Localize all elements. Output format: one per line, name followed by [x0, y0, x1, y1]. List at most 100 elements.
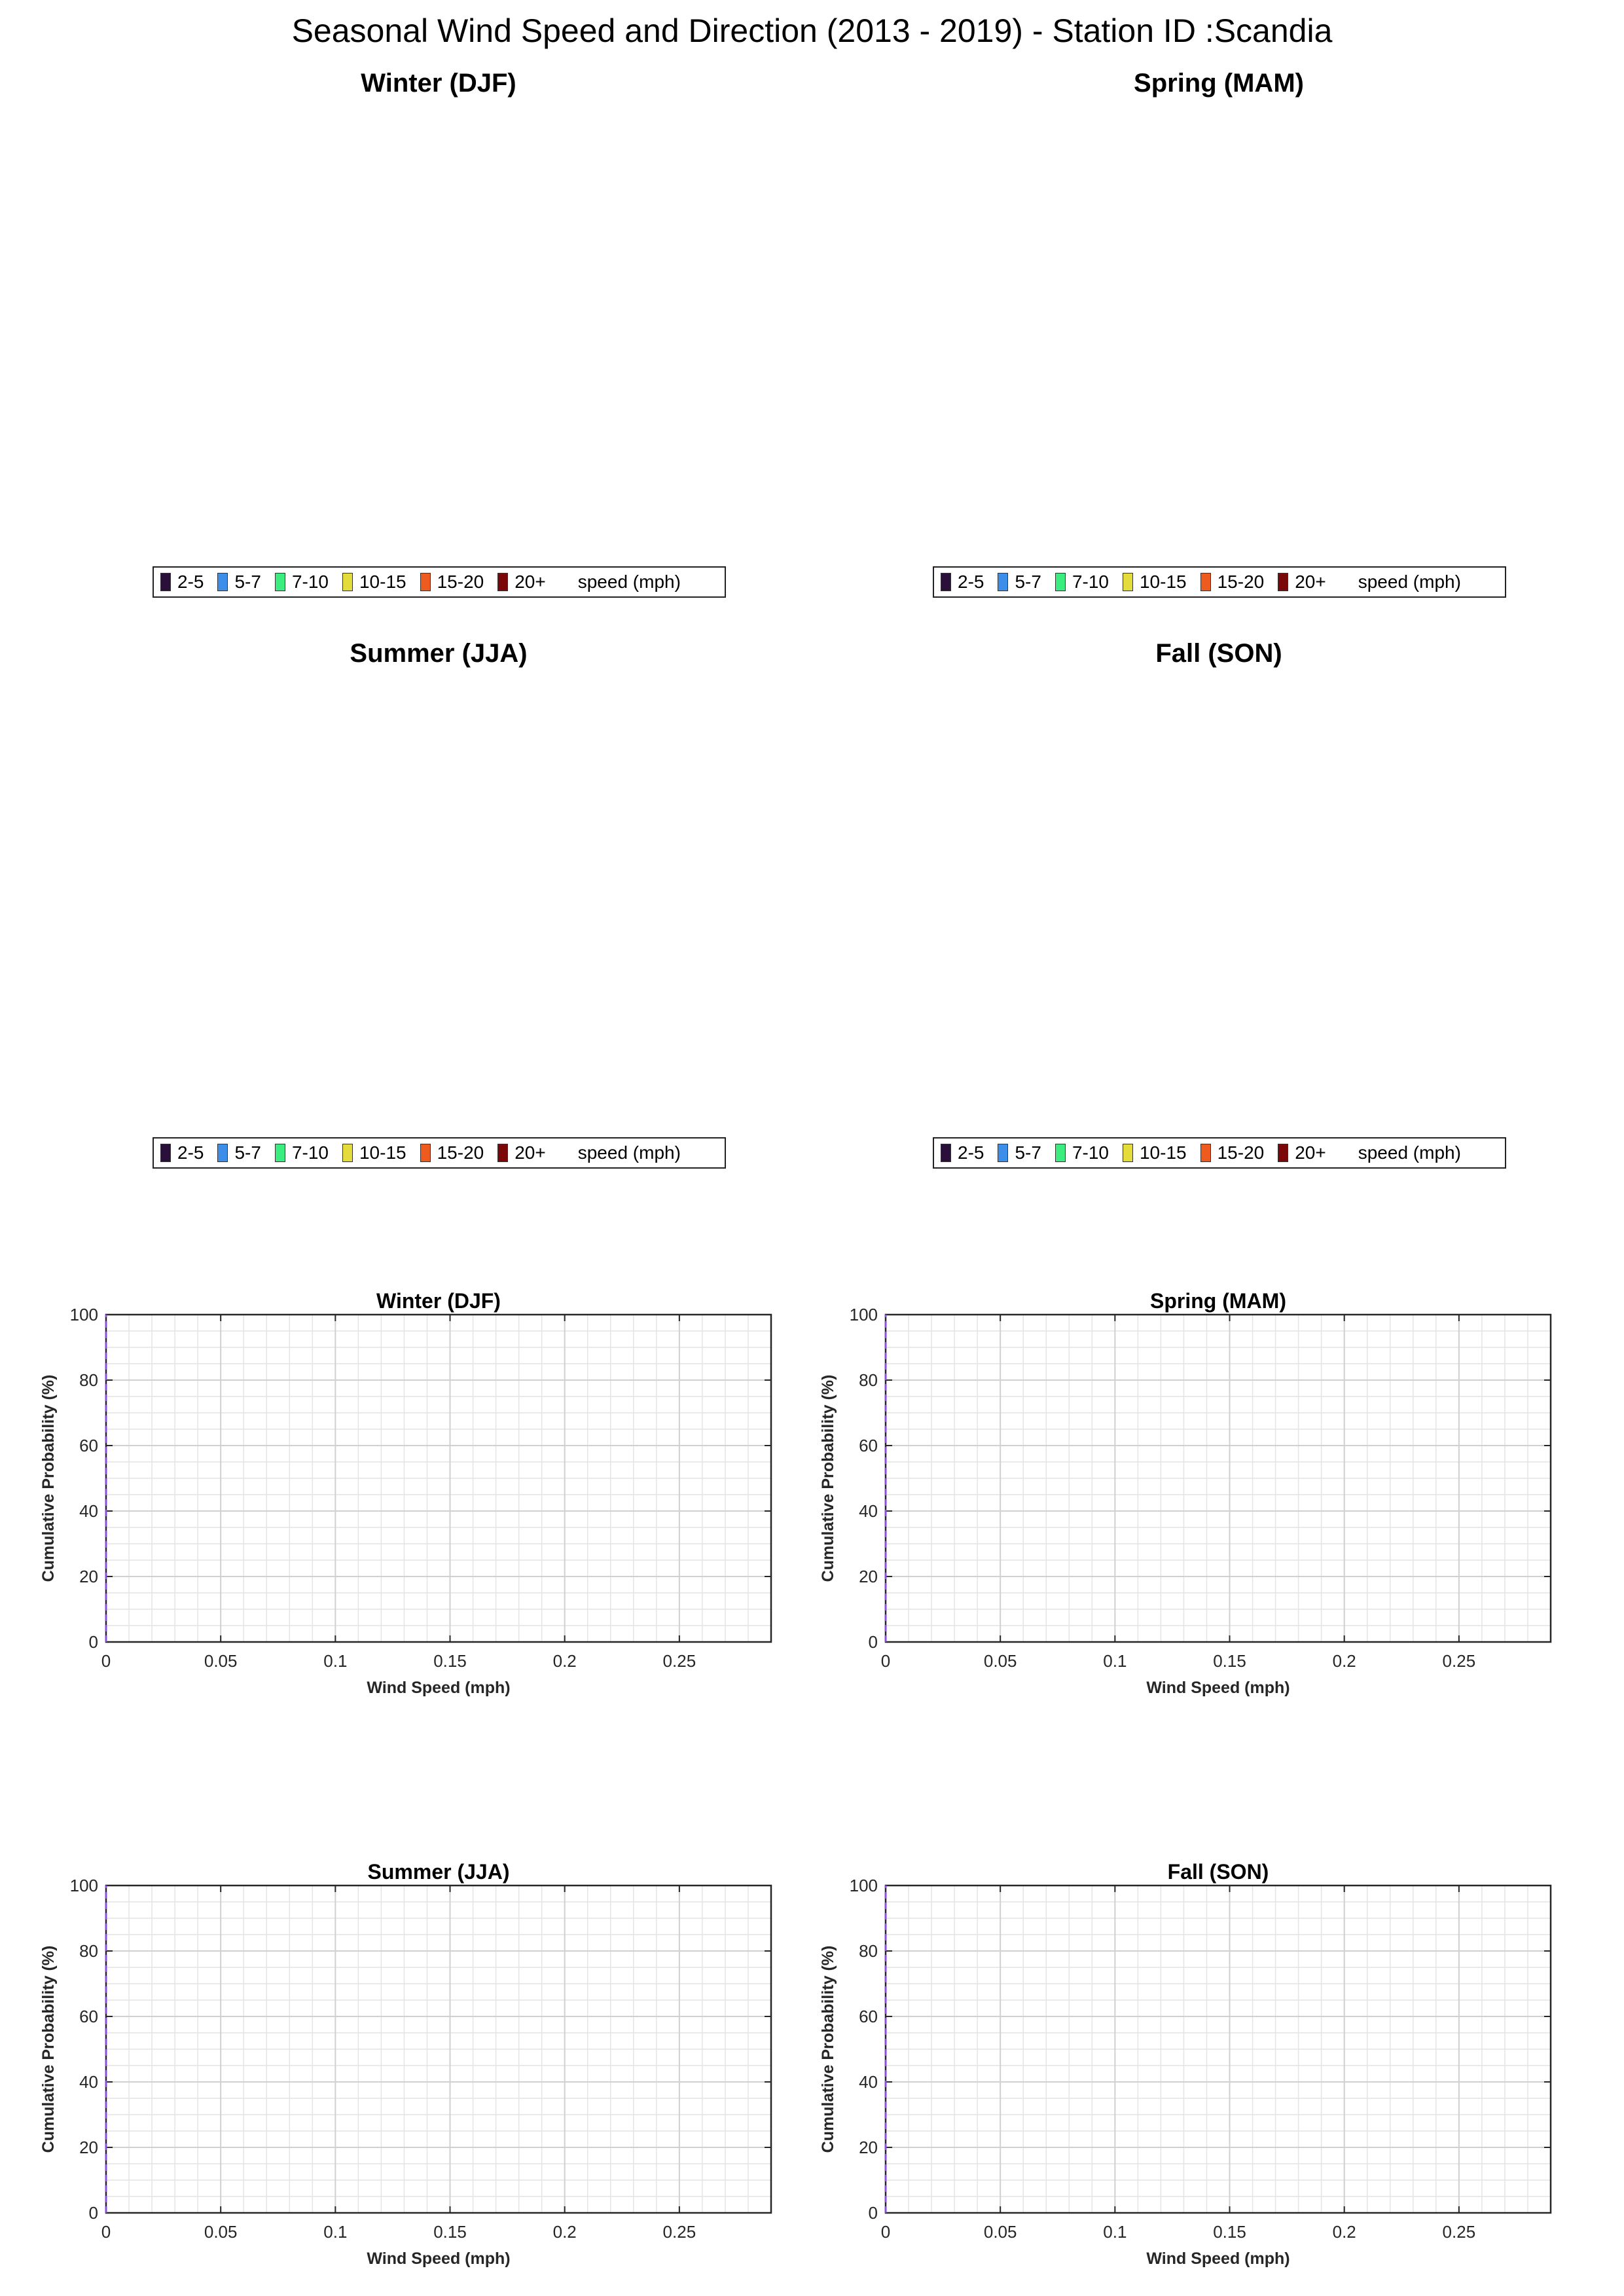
legend-swatch: [998, 1144, 1009, 1162]
x-tick-label: 0.05: [204, 2222, 238, 2242]
legend-label: 20+: [1295, 1142, 1326, 1163]
legend-unit-label: speed (mph): [1358, 1142, 1461, 1163]
y-tick-label: 0: [89, 2203, 98, 2223]
legend-label: 7-10: [1072, 1142, 1109, 1163]
y-tick-label: 0: [89, 1632, 98, 1652]
legend-item: 20+: [497, 572, 546, 592]
legend-label: 15-20: [1217, 1142, 1265, 1163]
x-tick-label: 0: [101, 2222, 111, 2242]
legend-item: 7-10: [274, 1142, 329, 1163]
legend-item: 7-10: [274, 572, 329, 592]
legend-swatch: [1055, 1144, 1066, 1162]
legend-label: 5-7: [234, 1142, 261, 1163]
legend-unit-label: speed (mph): [577, 1142, 681, 1163]
legend-item: 20+: [497, 1142, 546, 1163]
legend-swatch: [998, 573, 1009, 591]
figure-title: Seasonal Wind Speed and Direction (2013 …: [291, 12, 1333, 49]
x-tick-label: 0.2: [1333, 1651, 1356, 1671]
legend-label: 5-7: [1015, 1142, 1041, 1163]
legend-swatch: [217, 573, 228, 591]
legend-item: 7-10: [1055, 572, 1109, 592]
x-tick-label: 0: [881, 2222, 890, 2242]
legend-item: 15-20: [420, 572, 484, 592]
legend-label: 10-15: [1139, 1142, 1187, 1163]
cdf-chart-winter: 0 0.05 0.1 0.15 0.2 0.25 0 20 40 60 80 100 Winter (D…: [39, 1289, 772, 1697]
legend-swatch: [941, 1144, 951, 1162]
rose-title-spring: Spring (MAM): [1134, 69, 1304, 98]
x-tick-label: 0.05: [204, 1651, 238, 1671]
legend-label: 15-20: [437, 572, 484, 592]
y-tick-label: 100: [70, 1876, 98, 1895]
chart-title: Winter (DJF): [376, 1289, 501, 1313]
y-tick-label: 80: [859, 1370, 878, 1390]
x-tick-label: 0.25: [663, 2222, 696, 2242]
legend-label: 2-5: [958, 1142, 984, 1163]
y-tick-label: 40: [859, 1501, 878, 1521]
legend-label: 15-20: [437, 1142, 484, 1163]
y-axis-label: Cumulative Probability (%): [819, 1375, 837, 1582]
x-axis-label: Wind Speed (mph): [1146, 2250, 1290, 2268]
cdf-chart-summer: 0 0.05 0.1 0.15 0.2 0.25 0 20 40 60 80 100 Summer (J…: [39, 1860, 772, 2268]
y-tick-label: 60: [859, 1436, 878, 1455]
legend-label: 2-5: [177, 1142, 204, 1163]
y-tick-label: 100: [850, 1305, 878, 1324]
legend-item: 10-15: [1122, 1142, 1187, 1163]
legend-swatch: [1278, 1144, 1289, 1162]
chart-title: Spring (MAM): [1150, 1289, 1286, 1313]
legend-swatch: [1278, 573, 1289, 591]
x-tick-label: 0.15: [1213, 1651, 1246, 1671]
x-tick-label: 0.25: [1443, 1651, 1476, 1671]
legend-swatch: [1122, 1144, 1133, 1162]
y-tick-label: 80: [859, 1941, 878, 1961]
cdf-chart-fall: 0 0.05 0.1 0.15 0.2 0.25 0 20 40 60 80 100 Fall (SON…: [819, 1860, 1552, 2268]
chart-title: Fall (SON): [1168, 1860, 1269, 1884]
legend-label: 10-15: [359, 1142, 406, 1163]
legend-item: 2-5: [160, 1142, 204, 1163]
legend-item: 20+: [1278, 1142, 1326, 1163]
legend-label: 10-15: [359, 572, 406, 592]
legend-swatch: [274, 573, 285, 591]
x-tick-label: 0.05: [984, 2222, 1017, 2242]
y-tick-label: 100: [70, 1305, 98, 1324]
legend-swatch: [160, 573, 171, 591]
legend-item: 5-7: [998, 572, 1041, 592]
y-tick-label: 60: [79, 2007, 98, 2026]
legend-label: 20+: [1295, 572, 1326, 592]
legend-item: 10-15: [342, 572, 406, 592]
legend-label: 7-10: [1072, 572, 1109, 592]
y-tick-label: 60: [79, 1436, 98, 1455]
legend-swatch: [1200, 1144, 1211, 1162]
x-tick-label: 0.15: [433, 2222, 467, 2242]
legend-item: 20+: [1278, 572, 1326, 592]
x-tick-label: 0.2: [1333, 2222, 1356, 2242]
legend-label: 20+: [514, 572, 546, 592]
legend-swatch: [342, 573, 353, 591]
legend-item: 5-7: [217, 572, 261, 592]
legend-label: 20+: [514, 1142, 546, 1163]
legend-swatch: [1055, 573, 1066, 591]
legend-item: 5-7: [217, 1142, 261, 1163]
x-tick-label: 0.2: [553, 1651, 577, 1671]
legend-label: 7-10: [291, 1142, 329, 1163]
x-tick-label: 0.25: [663, 1651, 696, 1671]
y-tick-label: 20: [79, 2138, 98, 2157]
x-tick-label: 0.25: [1443, 2222, 1476, 2242]
legend-swatch: [217, 1144, 228, 1162]
x-tick-label: 0.1: [1103, 1651, 1127, 1671]
legend-item: 10-15: [1122, 572, 1187, 592]
legend-item: 2-5: [941, 572, 984, 592]
x-axis-label: Wind Speed (mph): [367, 2250, 510, 2268]
x-tick-label: 0.1: [323, 2222, 347, 2242]
chart-title: Summer (JJA): [368, 1860, 510, 1884]
legend-swatch: [420, 1144, 431, 1162]
rose-legend-winter: 2-5 5-7 7-10 10-15 15-20 20+ speed (mph): [153, 566, 726, 598]
legend-item: 2-5: [160, 572, 204, 592]
x-tick-label: 0.05: [984, 1651, 1017, 1671]
y-axis-label: Cumulative Probability (%): [39, 1375, 58, 1582]
legend-item: 10-15: [342, 1142, 406, 1163]
legend-swatch: [274, 1144, 285, 1162]
legend-swatch: [941, 573, 951, 591]
x-tick-label: 0: [101, 1651, 111, 1671]
legend-item: 15-20: [1200, 1142, 1265, 1163]
cdf-chart-spring: 0 0.05 0.1 0.15 0.2 0.25 0 20 40 60 80 100 Spring (M…: [819, 1289, 1552, 1697]
